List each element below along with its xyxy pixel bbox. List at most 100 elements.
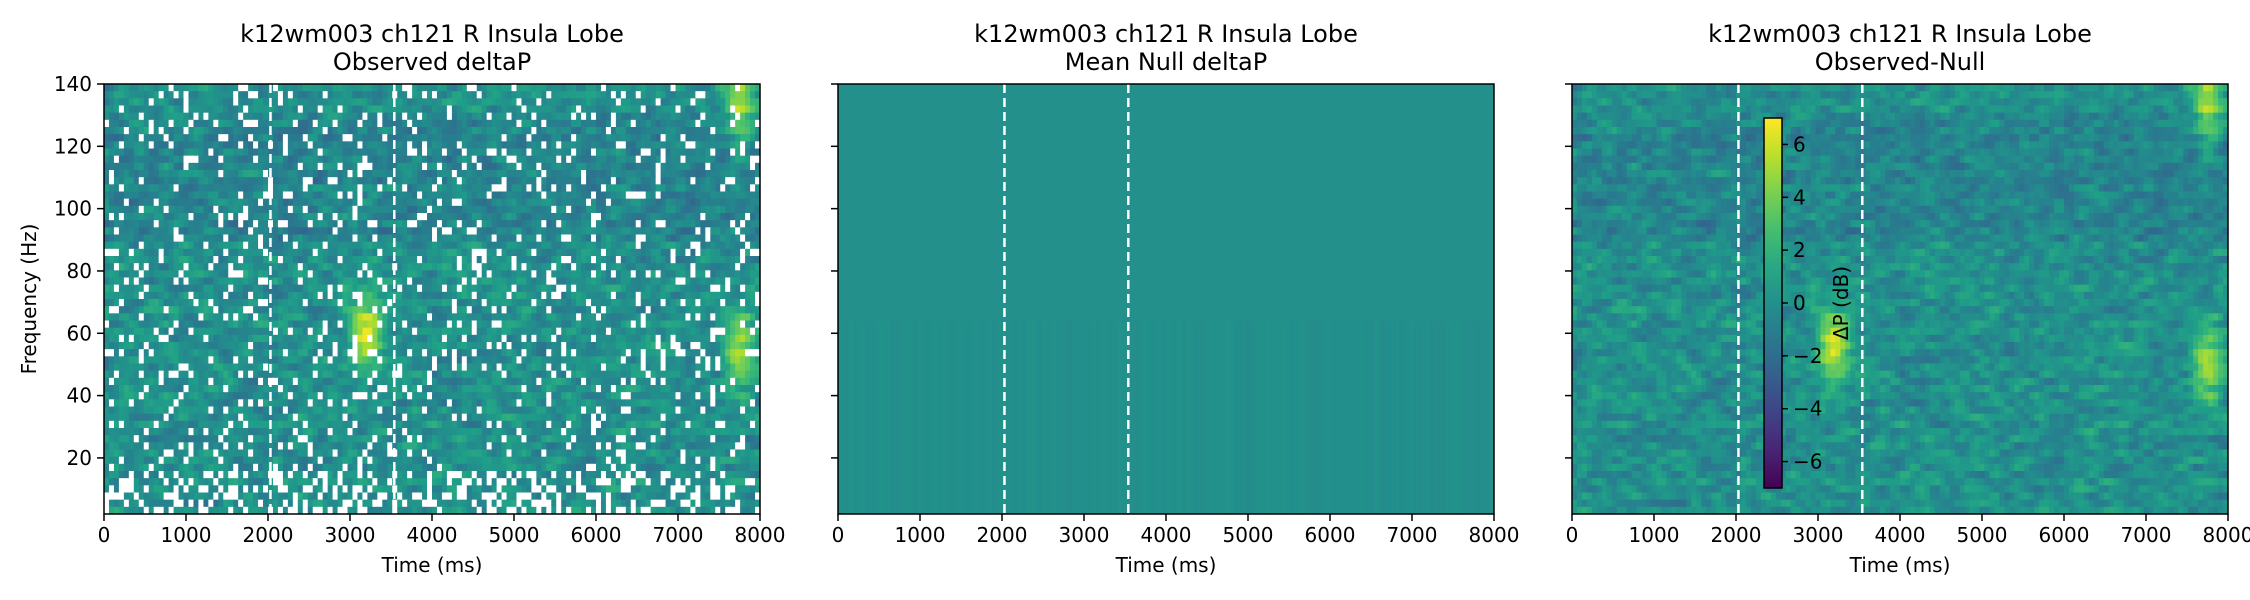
heatmap-cell: [372, 263, 378, 271]
heatmap-cell: [456, 184, 463, 193]
heatmap-cell: [625, 213, 632, 221]
heatmap-cell: [546, 162, 552, 171]
heatmap-cell: [432, 91, 438, 99]
heatmap-cell: [387, 127, 393, 135]
heatmap-cell: [690, 327, 696, 336]
heatmap-cell: [526, 248, 532, 257]
heatmap-cell: [456, 284, 463, 293]
heatmap-cell: [625, 155, 632, 164]
heatmap-cell: [312, 155, 319, 164]
heatmap-cell: [253, 241, 259, 250]
heatmap-cell: [198, 198, 204, 207]
heatmap-cell: [591, 284, 597, 293]
heatmap-cell: [600, 241, 607, 250]
heatmap-cell: [610, 334, 617, 343]
heatmap-cell: [521, 191, 528, 200]
heatmap-cell: [198, 227, 204, 236]
heatmap-cell: [705, 270, 711, 279]
heatmap-cell: [128, 105, 135, 114]
heatmap-cell: [521, 184, 528, 193]
heatmap-cell: [253, 299, 259, 307]
heatmap-cell: [302, 234, 309, 243]
heatmap-cell: [680, 119, 687, 128]
heatmap-cell: [710, 148, 716, 157]
heatmap-cell: [347, 98, 354, 107]
heatmap-cell: [387, 263, 393, 271]
heatmap-cell: [427, 263, 433, 271]
heatmap-cell: [277, 105, 284, 114]
heatmap-cell: [188, 284, 195, 293]
heatmap-cell: [536, 320, 542, 329]
heatmap-cell: [253, 198, 259, 207]
heatmap-cell: [397, 84, 403, 92]
heatmap-cell: [571, 119, 577, 128]
heatmap-cell: [715, 241, 721, 250]
heatmap-cell: [327, 270, 334, 279]
heatmap-cell: [541, 327, 547, 336]
heatmap-cell: [630, 327, 637, 336]
heatmap-cell: [223, 270, 229, 279]
heatmap-cell: [501, 291, 508, 300]
heatmap-cell: [342, 306, 349, 314]
heatmap-cell: [213, 220, 219, 228]
heatmap-cell: [670, 320, 677, 329]
heatmap-cell: [506, 227, 513, 236]
heatmap-cell: [491, 342, 498, 350]
heatmap-cell: [153, 134, 160, 142]
heatmap-cell: [312, 213, 319, 221]
heatmap-cell: [228, 284, 234, 293]
heatmap-cell: [198, 299, 204, 307]
heatmap-cell: [491, 127, 498, 135]
heatmap-cell: [730, 170, 736, 178]
heatmap-cell: [600, 205, 607, 214]
heatmap-cell: [123, 177, 130, 185]
heatmap-cell: [466, 306, 473, 314]
heatmap-cell: [108, 155, 115, 164]
heatmap-cell: [312, 98, 319, 107]
heatmap-cell: [516, 134, 523, 142]
heatmap-cell: [670, 84, 677, 92]
heatmap-cell: [357, 205, 364, 214]
heatmap-cell: [417, 105, 423, 114]
heatmap-cell: [407, 248, 413, 257]
heatmap-cell: [292, 270, 299, 279]
heatmap-cell: [322, 256, 329, 264]
heatmap-cell: [238, 220, 244, 228]
heatmap-cell: [675, 119, 682, 128]
heatmap-cell: [471, 277, 478, 286]
heatmap-cell: [586, 119, 592, 128]
heatmap-cell: [620, 177, 627, 185]
heatmap-cell: [446, 334, 453, 343]
heatmap-cell: [228, 213, 234, 221]
heatmap-cell: [292, 306, 299, 314]
heatmap-cell: [571, 248, 577, 257]
heatmap-cell: [248, 291, 254, 300]
heatmap-cell: [263, 148, 269, 157]
heatmap-cell: [297, 234, 304, 243]
heatmap-cell: [511, 291, 518, 300]
heatmap-cell: [322, 127, 329, 135]
heatmap-cell: [745, 191, 751, 200]
heatmap-cell: [432, 127, 438, 135]
heatmap-cell: [163, 220, 170, 228]
heatmap-cell: [123, 270, 130, 279]
heatmap-cell: [645, 170, 652, 178]
heatmap-cell: [342, 234, 349, 243]
heatmap-cell: [372, 299, 378, 307]
heatmap-cell: [282, 205, 289, 214]
heatmap-cell: [491, 112, 498, 121]
heatmap-cell: [640, 141, 647, 150]
heatmap-cell: [665, 91, 672, 99]
heatmap-cell: [104, 291, 110, 300]
heatmap-cell: [238, 177, 244, 185]
heatmap-cell: [352, 155, 359, 164]
heatmap-cell: [158, 291, 165, 300]
heatmap-cell: [317, 270, 324, 279]
heatmap-cell: [481, 256, 488, 264]
heatmap-cell: [208, 119, 214, 128]
heatmap-cell: [720, 119, 726, 128]
heatmap-cell: [581, 291, 587, 300]
heatmap-cell: [302, 112, 309, 121]
heatmap-cell: [536, 241, 542, 250]
heatmap-cell: [576, 349, 582, 357]
